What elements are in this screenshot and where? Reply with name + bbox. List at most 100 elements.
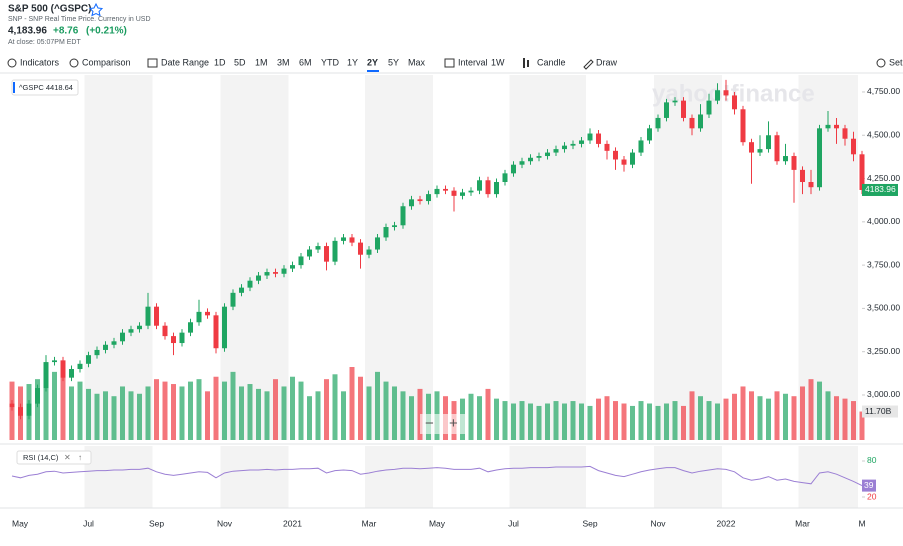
- zoom-out[interactable]: −: [425, 415, 434, 432]
- candle-body: [196, 311, 202, 323]
- range-button[interactable]: 3M: [277, 57, 290, 67]
- candle-body: [392, 225, 397, 228]
- rsi-legend-close[interactable]: ✕: [64, 453, 71, 462]
- volume-bar: [77, 381, 83, 440]
- candle-body: [281, 268, 287, 274]
- range-button[interactable]: 1D: [214, 57, 226, 67]
- candle-body: [706, 100, 712, 115]
- x-tick-label: 2021: [283, 518, 302, 528]
- candle-icon: [523, 58, 529, 68]
- date-range-button[interactable]: Date Range: [161, 57, 209, 67]
- volume-bar: [749, 391, 754, 440]
- range-button[interactable]: 5Y: [388, 57, 399, 67]
- candle-body: [77, 363, 83, 370]
- candle-body: [494, 182, 499, 195]
- y-tick-label: 4,000.00: [867, 216, 900, 226]
- candle-body: [256, 275, 261, 281]
- volume-bar: [324, 379, 329, 440]
- volume-bar: [120, 386, 125, 440]
- volume-bar: [205, 391, 210, 440]
- volume-bar: [222, 381, 227, 440]
- candle-body: [9, 403, 15, 408]
- calendar-icon: [147, 58, 158, 68]
- x-tick-label: Sep: [149, 518, 164, 528]
- range-button[interactable]: 5D: [234, 57, 246, 67]
- change: +8.76: [53, 26, 79, 37]
- volume-bar: [808, 379, 814, 440]
- candle-body: [545, 152, 550, 157]
- watchlist-star[interactable]: [88, 2, 104, 17]
- price-tag-label: 4183.96: [865, 184, 896, 194]
- market-time: At close: 05:07PM EDT: [8, 39, 81, 46]
- candle-body: [596, 133, 601, 144]
- range-button[interactable]: Max: [408, 57, 426, 67]
- candle-body: [834, 124, 839, 129]
- x-tick-label: Sep: [582, 518, 597, 528]
- candle-body: [757, 149, 763, 153]
- volume-bar: [154, 379, 159, 440]
- volume-bar: [528, 403, 533, 440]
- volume-bar: [545, 403, 550, 440]
- candle-body: [111, 341, 117, 345]
- volume-bar: [766, 398, 771, 440]
- volume-bar: [196, 379, 202, 440]
- candle-body: [94, 349, 100, 356]
- rsi-tick-label: 80: [867, 455, 877, 465]
- zoom-in[interactable]: +: [449, 415, 458, 432]
- volume-bar: [145, 386, 151, 440]
- volume-bar: [341, 391, 346, 440]
- range-button[interactable]: 6M: [299, 57, 312, 67]
- candle-body: [451, 190, 457, 196]
- subtitle: SNP - SNP Real Time Price. Currency in U…: [8, 16, 151, 23]
- volume-bar: [732, 393, 737, 440]
- range-button[interactable]: 1M: [255, 57, 268, 67]
- rsi-legend-box: [16, 450, 92, 465]
- candle-body: [579, 140, 584, 144]
- volume-bar: [264, 391, 270, 440]
- y-tick-label: 3,750.00: [867, 259, 900, 269]
- volume-bar: [290, 376, 295, 440]
- volume-bar: [375, 371, 380, 440]
- period-band: [84, 446, 153, 508]
- volume-bar: [672, 401, 678, 440]
- interval-value[interactable]: 1W: [491, 57, 505, 67]
- candle-body: [400, 206, 406, 226]
- candle-body: [698, 114, 703, 129]
- rsi-legend-up[interactable]: ↑: [78, 453, 82, 462]
- period-band: [84, 75, 153, 440]
- draw-button[interactable]: Draw: [596, 57, 618, 67]
- settings-button[interactable]: Set: [889, 57, 903, 67]
- volume-bar: [52, 371, 57, 440]
- period-band: [509, 75, 586, 440]
- candle-body: [749, 142, 754, 153]
- comparison-button[interactable]: Comparison: [82, 57, 131, 67]
- candle-body: [434, 188, 440, 195]
- range-button[interactable]: YTD: [321, 57, 340, 67]
- range-button[interactable]: 1Y: [347, 57, 358, 67]
- volume-bar: [681, 405, 686, 440]
- settings-icon: [876, 58, 886, 68]
- volume-bar: [621, 403, 627, 440]
- volume-bar: [400, 391, 406, 440]
- range-button[interactable]: 2Y: [367, 57, 378, 67]
- volume-bar: [485, 388, 491, 440]
- candle-body: [528, 157, 533, 162]
- volume-bar: [851, 401, 856, 440]
- period-band: [798, 446, 858, 508]
- volume-bar: [587, 405, 593, 440]
- candle-body: [681, 100, 686, 118]
- volume-bar: [783, 393, 788, 440]
- candle-body: [842, 128, 848, 139]
- candle-body: [485, 180, 491, 195]
- x-tick-label: Nov: [217, 518, 233, 528]
- candle-body: [630, 152, 635, 165]
- indicators-button[interactable]: Indicators: [20, 57, 60, 67]
- candle-body: [205, 311, 210, 316]
- interval-label[interactable]: Interval: [458, 57, 488, 67]
- chart-style-button[interactable]: Candle: [537, 57, 566, 67]
- candle-body: [324, 246, 329, 262]
- candle-body: [222, 306, 227, 349]
- zoom-controls: [420, 414, 466, 434]
- candle-body: [264, 272, 270, 276]
- candle-body: [740, 109, 746, 143]
